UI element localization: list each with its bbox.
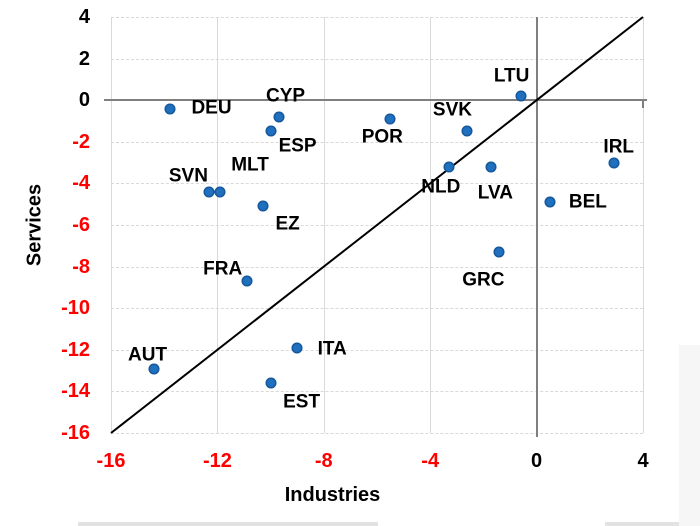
point-label-bel: BEL	[568, 191, 607, 213]
y-tick-label: -4	[72, 172, 90, 195]
point-label-ez: EZ	[275, 213, 300, 235]
data-point-irl	[608, 157, 620, 169]
horizontal-gridline	[111, 391, 643, 393]
data-point-est	[265, 377, 277, 389]
point-label-aut: AUT	[128, 344, 168, 366]
x-tick-label: -12	[202, 450, 232, 472]
y-tick-label: -8	[72, 255, 90, 278]
horizontal-gridline	[111, 183, 643, 185]
page-edge-artifact	[679, 345, 700, 526]
vertical-gridline	[643, 17, 644, 433]
point-label-ltu: LTU	[493, 65, 530, 87]
y-tick-label: -16	[61, 422, 90, 444]
y-tick-label: 2	[78, 47, 90, 70]
page-edge-artifact	[605, 522, 700, 526]
point-label-lva: LVA	[477, 182, 513, 204]
horizontal-gridline	[111, 58, 643, 60]
data-point-nld	[443, 161, 455, 173]
data-point-ita	[291, 342, 303, 354]
data-point-bel	[544, 196, 556, 208]
point-label-svk: SVK	[432, 99, 472, 121]
data-point-deu	[164, 103, 176, 115]
x-zero-axis-line	[535, 17, 538, 437]
x-tick-label: -8	[314, 450, 333, 472]
data-point-lva	[485, 161, 497, 173]
y-tick-label: -12	[61, 338, 90, 361]
page-edge-artifact	[78, 522, 378, 526]
x-tick-label: 0	[531, 450, 543, 472]
point-label-fra: FRA	[203, 258, 243, 280]
point-label-est: EST	[283, 391, 321, 413]
data-point-cyp	[273, 111, 285, 123]
x-tick-label: -4	[421, 450, 440, 472]
y-tick-label: -2	[72, 130, 90, 153]
point-label-cyp: CYP	[266, 85, 306, 107]
point-label-nld: NLD	[421, 176, 461, 198]
data-point-ltu	[515, 90, 527, 102]
data-point-grc	[493, 246, 505, 258]
data-point-svn	[203, 186, 215, 198]
y-tick-label: 0	[78, 89, 90, 112]
point-label-irl: IRL	[603, 136, 635, 158]
y-axis-end-tick	[642, 100, 644, 109]
point-label-deu: DEU	[191, 97, 232, 119]
horizontal-gridline	[111, 433, 643, 434]
data-point-mlt	[214, 186, 226, 198]
data-point-fra	[241, 275, 253, 287]
data-point-por	[384, 113, 396, 125]
y-tick-label: -10	[61, 297, 90, 320]
data-point-ez	[257, 200, 269, 212]
data-point-aut	[148, 363, 160, 375]
horizontal-gridline	[111, 266, 643, 268]
y-tick-label: 4	[78, 6, 90, 28]
point-label-por: POR	[361, 126, 403, 148]
horizontal-gridline	[111, 308, 643, 310]
point-label-svn: SVN	[168, 165, 208, 187]
horizontal-gridline	[111, 17, 643, 18]
y-tick-label: -6	[72, 214, 90, 236]
horizontal-gridline	[111, 349, 643, 351]
data-point-svk	[461, 125, 473, 137]
point-label-mlt: MLT	[231, 154, 269, 176]
y-tick-label: -14	[61, 380, 90, 403]
point-label-esp: ESP	[278, 135, 317, 157]
horizontal-gridline	[111, 141, 643, 143]
x-tick-label: -16	[96, 450, 126, 472]
x-axis-title: Industries	[284, 484, 381, 506]
point-label-grc: GRC	[462, 269, 505, 291]
data-point-esp	[265, 125, 277, 137]
x-tick-label: 4	[637, 450, 649, 472]
y-zero-axis-line	[104, 99, 647, 102]
point-label-ita: ITA	[317, 338, 347, 360]
